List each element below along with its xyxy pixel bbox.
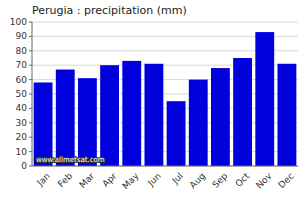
watermark: www.allmetsat.com xyxy=(36,156,105,164)
y-tick-label: 20 xyxy=(16,132,28,142)
y-tick-label: 10 xyxy=(16,147,28,157)
bars xyxy=(34,32,297,166)
x-axis-line xyxy=(32,166,298,167)
y-tick-label: 60 xyxy=(16,75,28,85)
bar xyxy=(78,78,97,166)
x-tick-label: Sep xyxy=(210,171,229,190)
y-tick-label: 100 xyxy=(10,17,27,27)
bar xyxy=(100,65,119,166)
bar xyxy=(167,101,186,166)
bar xyxy=(122,61,141,166)
chart-svg: Perugia : precipitation (mm) 0 10 20 30 40 50 6… xyxy=(0,0,306,200)
x-tick-label: Jun xyxy=(145,171,163,189)
title: Perugia : precipitation (mm) xyxy=(32,4,187,17)
bar xyxy=(189,80,208,166)
y-tick-label: 80 xyxy=(16,46,28,56)
x-tick-label: Jul xyxy=(170,171,185,186)
bar xyxy=(277,64,296,166)
y-axis-line xyxy=(32,22,33,166)
y-tick-label: 30 xyxy=(16,118,28,128)
bar xyxy=(233,58,252,166)
y-tick-label: 70 xyxy=(16,60,28,70)
x-tick-label: Apr xyxy=(100,171,118,189)
chart-container: Perugia : precipitation (mm) 0 10 20 30 40 50 6… xyxy=(0,0,306,200)
grid-line xyxy=(32,22,298,23)
grid-line xyxy=(32,166,298,167)
x-tick-label: Feb xyxy=(56,171,75,190)
y-tick-label: 0 xyxy=(21,161,27,171)
x-tick-label: Oct xyxy=(233,171,251,189)
y-tick-label: 50 xyxy=(16,89,28,99)
bar xyxy=(255,32,274,166)
x-tick-label: Aug xyxy=(188,171,208,191)
y-tick-label: 90 xyxy=(16,31,28,41)
bar xyxy=(56,70,75,166)
x-tick-label: Dec xyxy=(276,171,295,190)
x-tick-label: Mar xyxy=(77,171,96,190)
y-tick-label: 40 xyxy=(16,103,28,113)
bar xyxy=(211,68,230,166)
x-tick-label: May xyxy=(120,170,141,191)
bar xyxy=(144,64,163,166)
grid xyxy=(32,22,298,166)
bar xyxy=(34,82,53,166)
x-tick-label: Jan xyxy=(34,171,52,189)
x-tick-label: Nov xyxy=(254,170,274,190)
